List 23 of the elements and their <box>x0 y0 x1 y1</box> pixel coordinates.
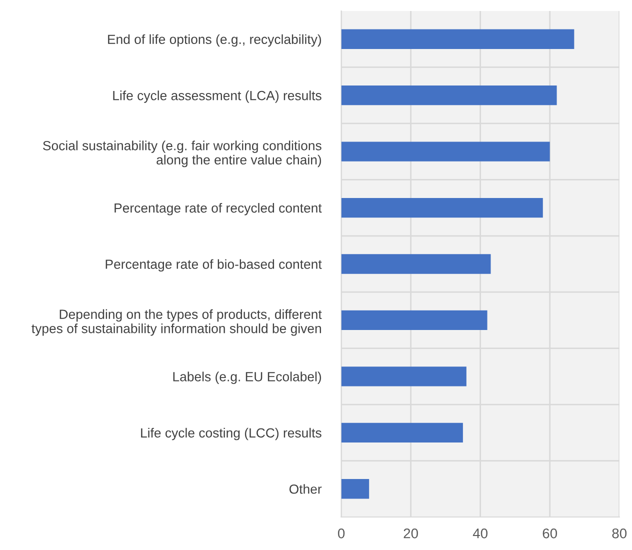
y-tick-label: Other <box>289 484 322 494</box>
bar <box>341 310 488 330</box>
x-tick-label: 60 <box>542 528 558 538</box>
y-tick-label: Percentage rate of recycled content <box>114 202 322 216</box>
y-tick-label: Life cycle costing (LCC) results <box>141 428 322 440</box>
y-tick-label: End of life options (e.g., recyclability) <box>108 34 322 47</box>
x-tick-label: 20 <box>404 528 418 538</box>
bar <box>341 479 370 499</box>
y-tick-label: Depending on the types of products, different types of sustainability information should be given <box>32 309 322 336</box>
x-tick-label: 80 <box>612 528 627 538</box>
y-tick-label: Social sustainability (e.g. fair working conditions along the entire value chain) <box>43 140 322 168</box>
bar <box>341 198 543 218</box>
bar <box>341 422 463 443</box>
bar <box>341 254 491 274</box>
bar <box>341 29 574 49</box>
x-tick-label: 40 <box>472 528 488 538</box>
y-tick-label: Percentage rate of bio-based content <box>106 259 322 272</box>
x-tick-label: 0 <box>338 528 345 538</box>
bar <box>341 366 466 386</box>
y-tick-label: Life cycle assessment (LCA) results <box>113 90 322 103</box>
bar <box>341 85 557 106</box>
y-tick-label: Labels (e.g. EU Ecolabel) <box>173 372 322 384</box>
bar <box>341 142 550 162</box>
